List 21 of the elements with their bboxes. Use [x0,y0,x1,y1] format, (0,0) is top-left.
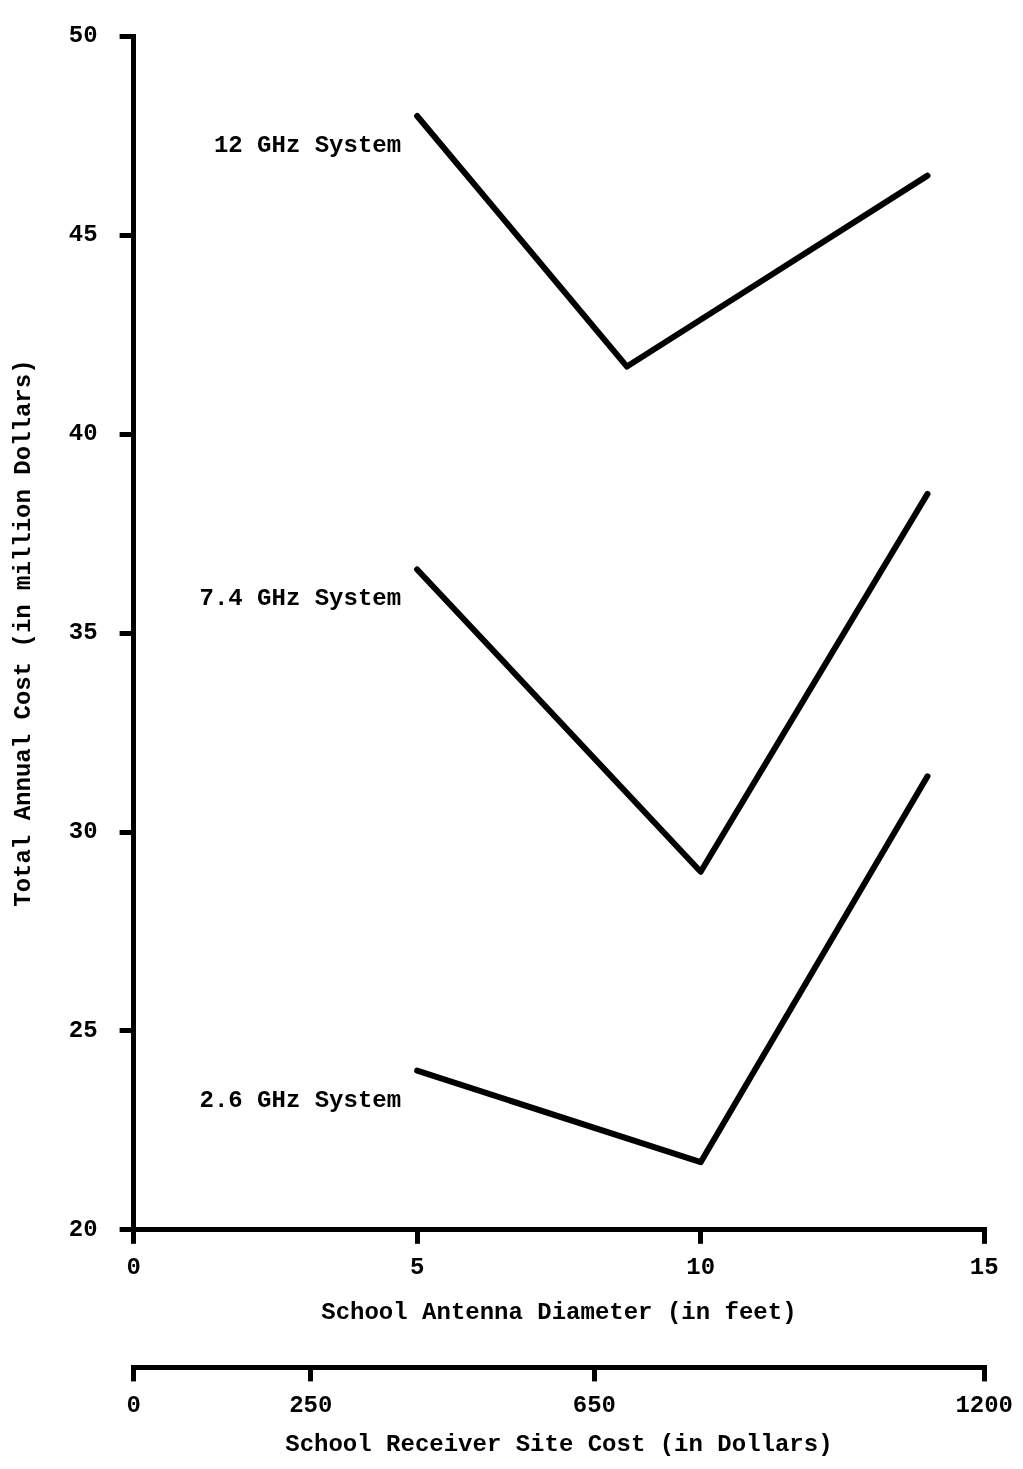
x-tick-label: 10 [686,1254,716,1282]
y-tick-label: 40 [68,420,98,448]
y-tick-label: 35 [68,619,98,647]
y-tick-label: 45 [68,221,98,249]
series-label: 2.6 GHz System [199,1086,402,1114]
y-tick-label: 25 [68,1016,98,1044]
x2-tick-label: 250 [289,1391,333,1419]
y-tick-label: 30 [68,818,98,846]
y-tick-label: 20 [68,1215,98,1243]
x-axis-title: School Antenna Diameter (in feet) [321,1299,797,1327]
series-label: 7.4 GHz System [199,585,402,613]
x2-tick-label: 1200 [955,1391,1013,1419]
y-tick-label: 50 [68,22,98,50]
y-axis-title: Total Annual Cost (in million Dollars) [10,359,38,907]
x2-axis-title: School Receiver Site Cost (in Dollars) [285,1430,833,1458]
x2-tick-label: 650 [572,1391,616,1419]
series-label: 12 GHz System [213,132,402,160]
x-tick-label: 15 [969,1254,999,1282]
x-tick-label: 0 [126,1254,141,1282]
x2-tick-label: 0 [126,1391,141,1419]
x-tick-label: 5 [409,1254,425,1282]
